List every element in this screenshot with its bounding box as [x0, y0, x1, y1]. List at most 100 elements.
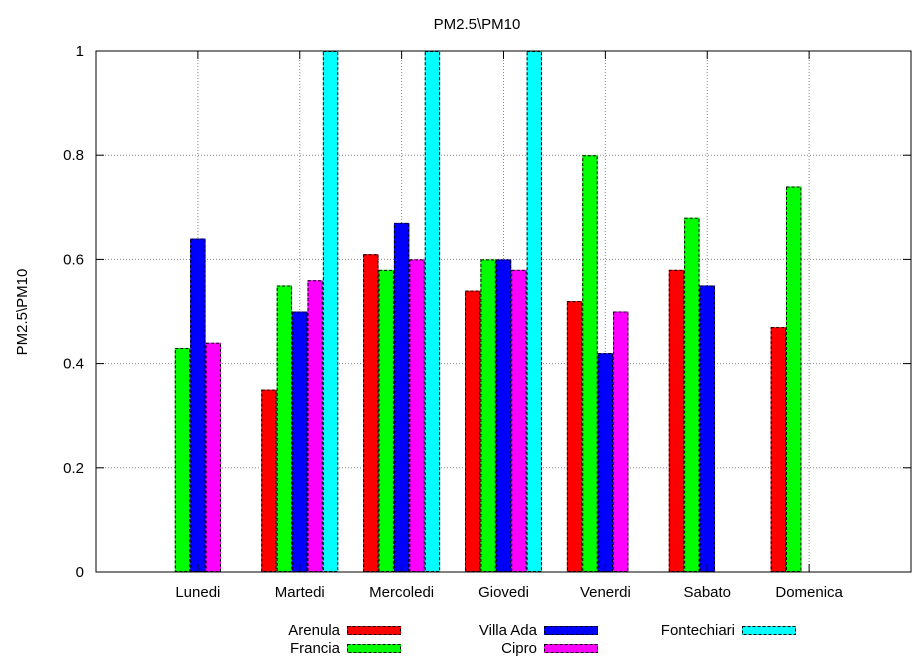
bar-fill	[424, 51, 441, 572]
bar	[409, 259, 425, 572]
legend-entry: Fontechiari	[661, 622, 796, 639]
bar	[684, 217, 700, 572]
y-tick-label: 0.6	[63, 251, 84, 268]
bar-outline	[684, 217, 700, 572]
bar	[597, 353, 614, 572]
bar-fill	[307, 280, 323, 572]
bar-fill	[786, 186, 802, 572]
bar-fill	[613, 311, 629, 572]
legend-label: Francia	[290, 640, 341, 657]
bar-fill	[363, 254, 379, 572]
y-axis-label: PM2.5\PM10	[14, 269, 31, 356]
legend-swatch-outline	[544, 644, 598, 653]
bar	[292, 311, 308, 572]
x-tick-label: Martedi	[275, 584, 325, 601]
bar-fill	[292, 311, 308, 572]
legend-swatch-outline	[544, 626, 598, 635]
bar	[261, 389, 277, 572]
legend-entry: Francia	[290, 640, 401, 657]
bar-fill	[495, 259, 512, 572]
bar-fill	[480, 259, 496, 572]
y-tick-label: 1	[76, 43, 84, 60]
bar	[699, 285, 715, 572]
bar-outline	[205, 342, 221, 573]
bar-outline	[190, 238, 206, 572]
bar-fill	[526, 51, 542, 572]
bar-fill	[276, 285, 293, 572]
bar	[480, 259, 496, 572]
bar	[393, 222, 410, 572]
bar	[307, 280, 323, 572]
bar-outline	[480, 259, 496, 572]
bar	[205, 342, 221, 573]
bar	[526, 51, 542, 572]
y-tick-label: 0.2	[63, 460, 84, 477]
legend-label: Cipro	[501, 640, 537, 657]
bar-fill	[465, 290, 481, 572]
bar-fill	[322, 51, 339, 572]
legend-swatch	[742, 626, 796, 635]
bar	[465, 290, 481, 572]
bar-fill	[190, 238, 206, 572]
bar-outline	[363, 254, 379, 572]
bar	[566, 301, 583, 572]
x-tick-label: Mercoledi	[369, 584, 434, 601]
legend-swatch	[544, 644, 598, 653]
bar-outline	[174, 347, 191, 572]
bar-fill	[511, 269, 527, 572]
bar-fill	[582, 155, 598, 572]
axis-ticks: 0 0.2 0.4 0.6 0.8 1 Lunedi Martedi Mercoledi Giov…	[63, 43, 911, 601]
bar-fill	[566, 301, 583, 572]
x-tick-label: Lunedi	[175, 584, 220, 601]
y-tick-label: 0.8	[63, 147, 84, 164]
bar-fill	[205, 342, 221, 572]
bar	[511, 269, 527, 572]
legend-entry: Arenula	[288, 622, 401, 639]
bar	[495, 259, 512, 572]
bar	[582, 155, 598, 572]
legend-entry: Villa Ada	[479, 622, 598, 639]
legend-label: Villa Ada	[479, 622, 538, 639]
x-tick-label: Giovedi	[478, 584, 529, 601]
y-tick-label: 0	[76, 564, 84, 581]
legend-swatch-outline	[347, 626, 401, 635]
grid-lines	[96, 51, 911, 572]
bar-outline	[597, 353, 614, 572]
bar	[363, 254, 379, 572]
bar	[770, 327, 787, 572]
bar-fill	[597, 353, 614, 572]
bar	[786, 186, 802, 573]
legend-swatch	[544, 626, 598, 635]
bar-outline	[393, 222, 410, 572]
legend-label: Fontechiari	[661, 622, 735, 639]
bar-outline	[495, 259, 512, 572]
bar	[174, 347, 191, 572]
legend-entry: Cipro	[501, 640, 598, 657]
bar	[378, 269, 394, 572]
legend-label: Arenula	[288, 622, 340, 639]
x-tick-label: Venerdi	[580, 584, 631, 601]
bar-fill	[770, 327, 787, 572]
bar	[190, 238, 206, 572]
legend-swatch	[347, 644, 401, 653]
bar-fill	[409, 259, 425, 572]
legend-swatch	[347, 626, 401, 635]
bar	[668, 269, 685, 572]
bar-fill	[393, 222, 410, 572]
x-tick-label: Sabato	[683, 584, 731, 601]
chart-title: PM2.5\PM10	[434, 16, 521, 33]
bar	[424, 51, 441, 572]
bar-fill	[668, 269, 685, 572]
legend-swatch-outline	[742, 626, 796, 635]
bar-fill	[684, 217, 700, 572]
bars	[174, 51, 802, 573]
bar-fill	[378, 269, 394, 572]
bar-fill	[699, 285, 715, 572]
bar	[322, 51, 339, 572]
bar-outline	[409, 259, 425, 572]
x-tick-label: Domenica	[775, 584, 843, 601]
bar-fill	[261, 389, 277, 572]
bar	[276, 285, 293, 572]
